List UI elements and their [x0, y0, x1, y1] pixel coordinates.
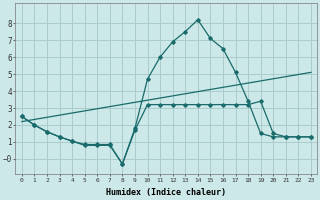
X-axis label: Humidex (Indice chaleur): Humidex (Indice chaleur)	[106, 188, 226, 197]
